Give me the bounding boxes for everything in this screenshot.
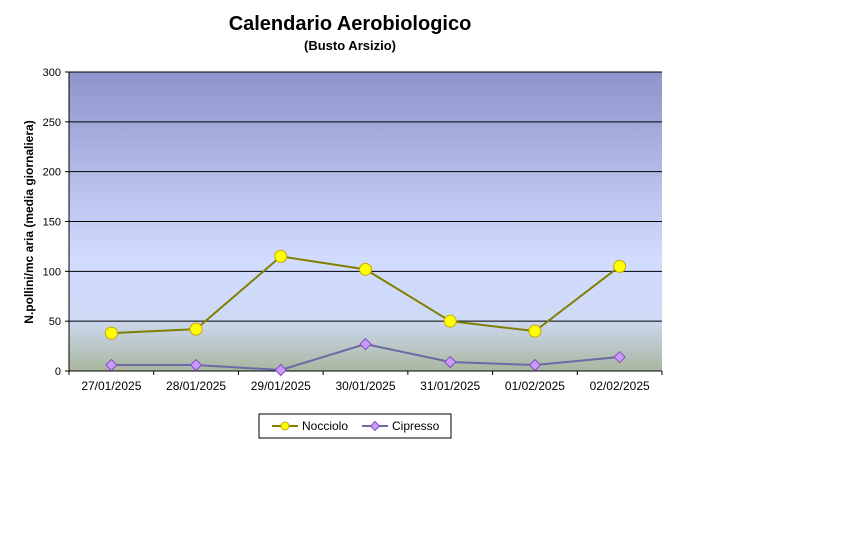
y-axis-ticks: 0 50 100 150 200 250 300 xyxy=(43,67,69,378)
x-tick-label: 28/01/2025 xyxy=(166,379,226,393)
x-tick-label: 30/01/2025 xyxy=(335,379,395,393)
chart-subtitle: (Busto Arsizio) xyxy=(304,38,396,53)
series-cipresso xyxy=(105,337,626,377)
y-axis-label: N.pollini/mc aria (media giornaliera) xyxy=(22,120,36,323)
legend-label: Cipresso xyxy=(392,419,440,433)
x-tick-label: 29/01/2025 xyxy=(251,379,311,393)
legend: Nocciolo Cipresso xyxy=(258,413,452,439)
y-tick-label: 100 xyxy=(43,266,61,278)
series-group xyxy=(104,249,627,377)
series-nocciolo xyxy=(104,249,627,340)
y-tick-label: 0 xyxy=(55,366,61,378)
x-tick-label: 27/01/2025 xyxy=(81,379,141,393)
x-tick-label: 02/02/2025 xyxy=(590,379,650,393)
cipresso-point xyxy=(444,355,457,369)
legend-swatch-marker xyxy=(369,420,381,432)
cipresso-point xyxy=(528,358,542,372)
legend-item-nocciolo: Nocciolo xyxy=(272,419,348,433)
nocciolo-point xyxy=(528,324,542,338)
cipresso-point xyxy=(613,350,626,364)
y-tick-label: 150 xyxy=(43,217,61,229)
nocciolo-point xyxy=(274,249,288,263)
legend-label: Nocciolo xyxy=(302,419,348,433)
cipresso-point xyxy=(359,337,372,351)
legend-swatch-marker xyxy=(280,421,290,431)
y-tick-label: 300 xyxy=(43,67,61,79)
cipresso-point xyxy=(189,358,203,372)
x-tick-label: 31/01/2025 xyxy=(420,379,480,393)
x-axis-ticks: 27/01/2025 28/01/2025 29/01/2025 30/01/2025… xyxy=(68,371,663,393)
legend-item-cipresso: Cipresso xyxy=(362,419,440,433)
cipresso-point xyxy=(274,363,287,377)
nocciolo-point xyxy=(443,314,457,328)
y-tick-label: 200 xyxy=(43,167,61,179)
nocciolo-point xyxy=(359,262,372,276)
nocciolo-point xyxy=(613,259,627,273)
chart-title: Calendario Aerobiologico xyxy=(229,13,472,35)
x-tick-label: 01/02/2025 xyxy=(505,379,565,393)
cipresso-point xyxy=(105,358,118,372)
y-tick-label: 250 xyxy=(43,117,61,129)
nocciolo-point xyxy=(189,322,203,336)
y-tick-label: 50 xyxy=(49,316,61,328)
nocciolo-point xyxy=(104,326,118,340)
